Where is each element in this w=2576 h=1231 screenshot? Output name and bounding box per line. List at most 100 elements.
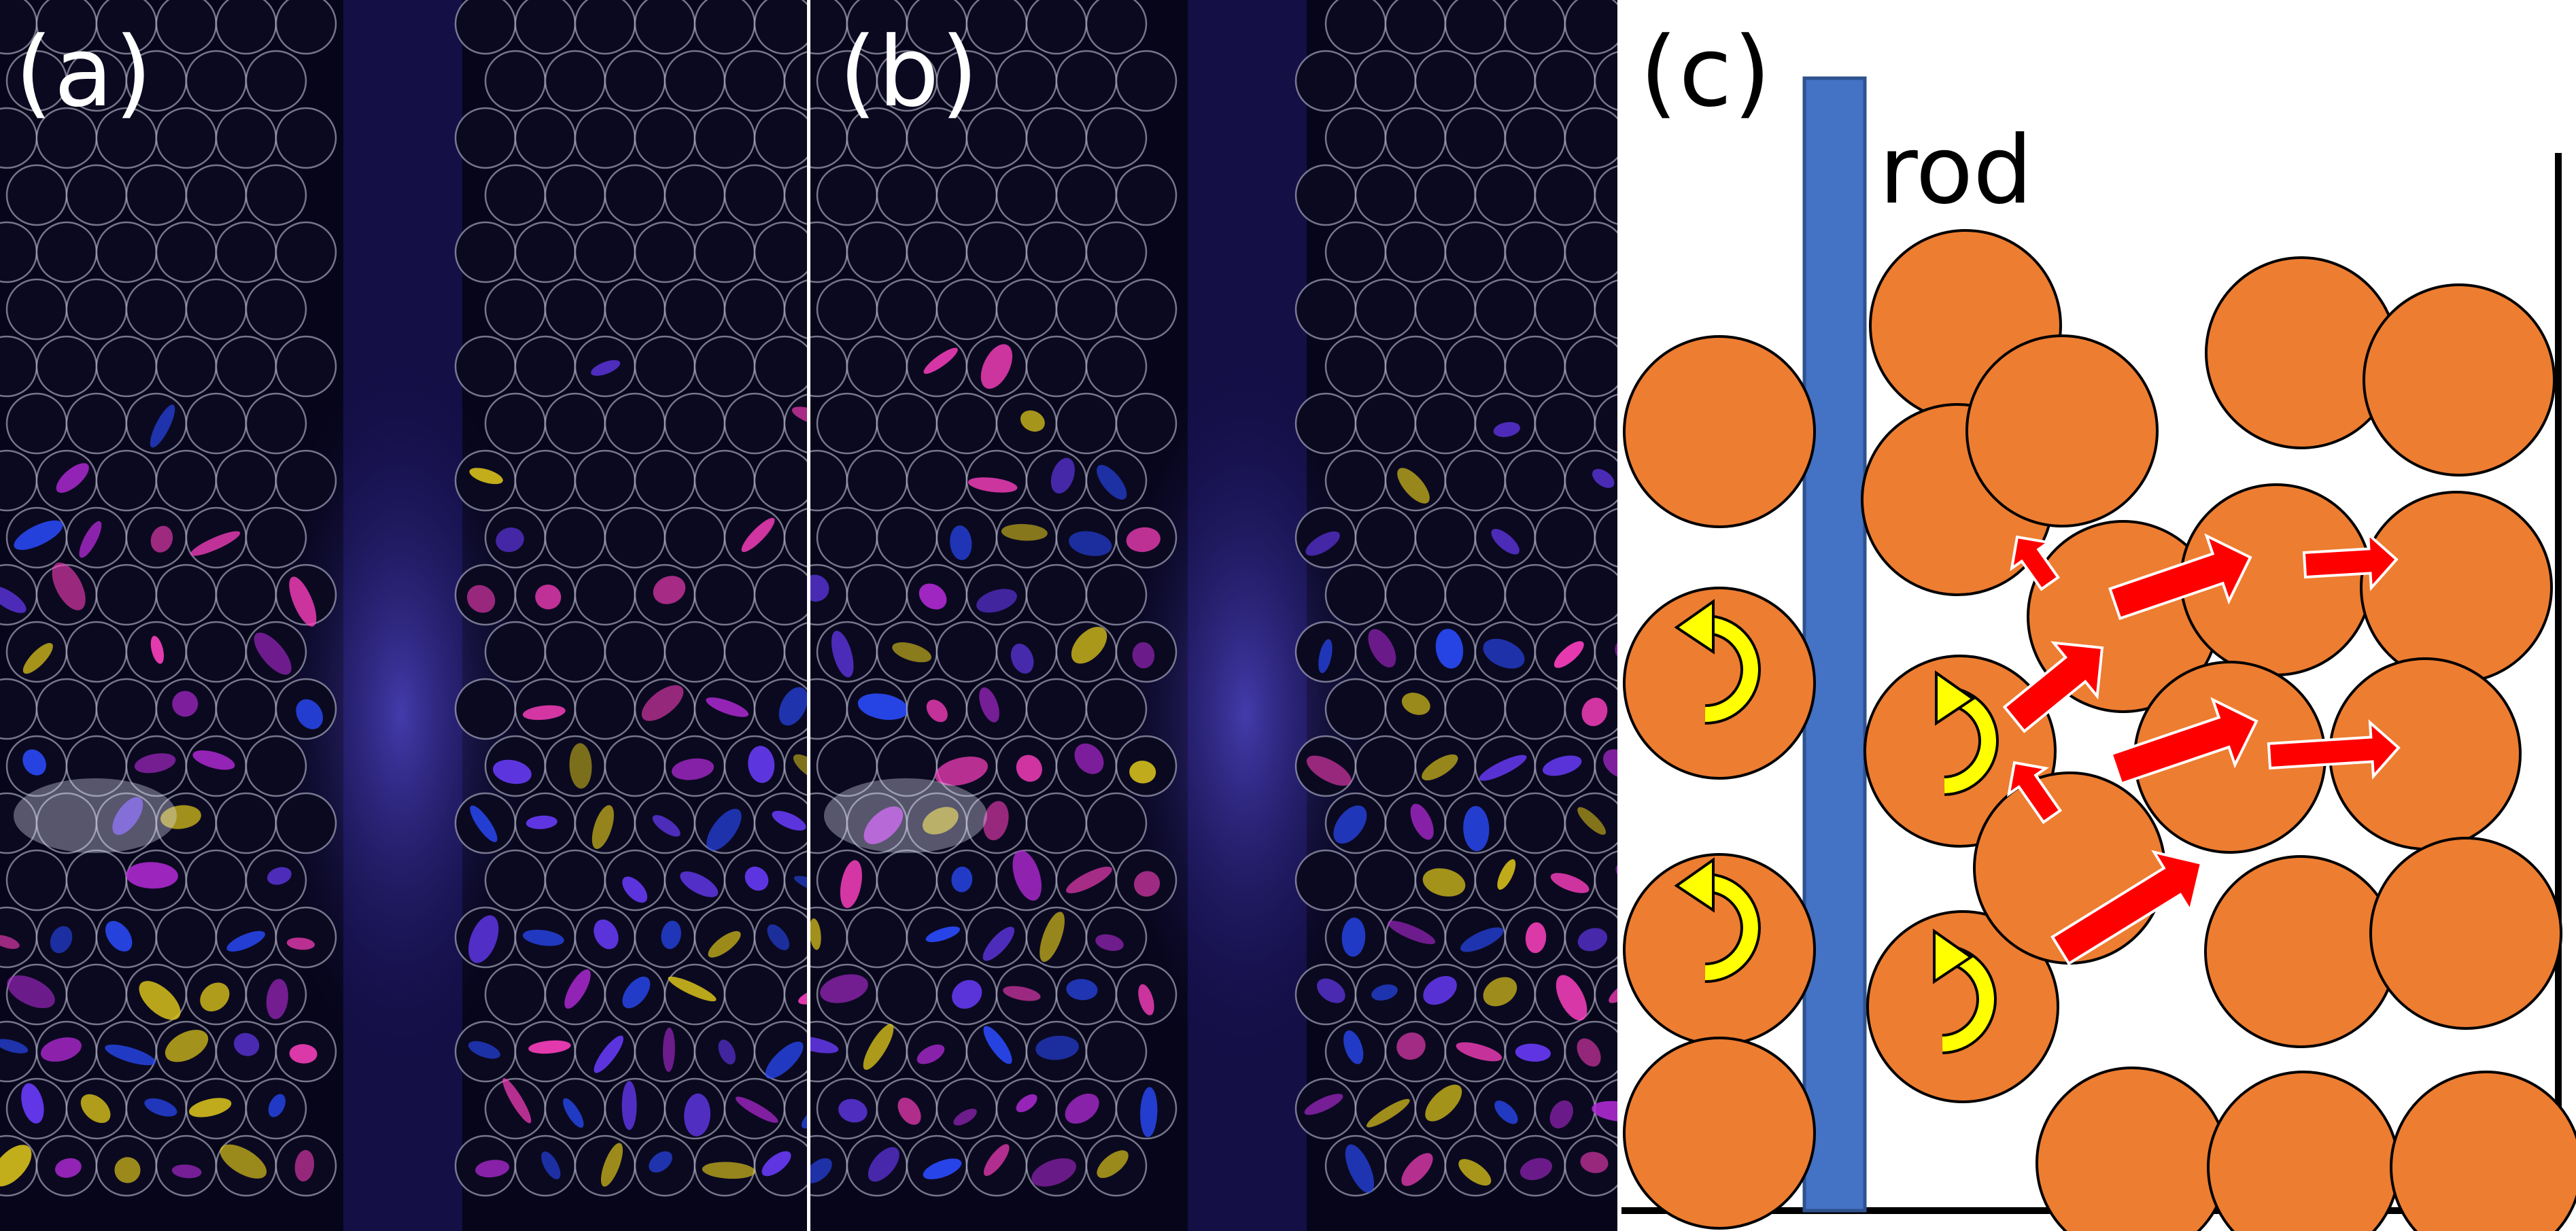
stress-fringe [1435, 629, 1464, 669]
grain [185, 849, 247, 912]
particle [1623, 1037, 1816, 1230]
grain [664, 392, 726, 455]
stress-fringe [1494, 1100, 1518, 1124]
stress-fringe [767, 924, 790, 950]
stress-fringe [139, 981, 181, 1020]
stress-fringe [741, 517, 775, 553]
stress-fringe [1035, 1035, 1079, 1060]
stress-fringe [468, 1041, 500, 1059]
grain [935, 621, 998, 683]
stress-fringe [1016, 755, 1042, 782]
grain [876, 506, 938, 569]
stress-fringe [144, 1098, 177, 1117]
rotation-arrowhead [1933, 929, 1974, 984]
grain [1384, 221, 1447, 283]
stress-fringe [923, 347, 958, 374]
stress-fringe [105, 1044, 156, 1066]
grain [1384, 335, 1447, 398]
stress-fringe [591, 805, 614, 850]
grain [1085, 792, 1148, 854]
stress-fringe [744, 866, 769, 891]
force-arrow [2010, 535, 2061, 591]
stress-fringe [7, 975, 55, 1009]
grain [514, 0, 577, 55]
stress-fringe [840, 860, 862, 908]
stress-fringe [868, 1147, 899, 1182]
grain [215, 107, 277, 169]
grain [1504, 564, 1566, 626]
grain [275, 335, 337, 398]
stress-fringe [14, 520, 63, 551]
stress-fringe [1463, 805, 1490, 852]
grain [783, 508, 807, 568]
photoelastic-photo-b [810, 0, 1617, 1231]
grain [816, 164, 878, 226]
stress-fringe [748, 746, 775, 783]
grain [514, 449, 577, 512]
stress-fringe [1304, 1094, 1343, 1115]
grain [783, 965, 807, 1024]
particle [2390, 1071, 2576, 1231]
grain [846, 449, 908, 512]
grain [876, 849, 938, 912]
stress-fringe [1016, 1094, 1037, 1113]
stress-fringe [1479, 755, 1527, 781]
grain [484, 164, 547, 226]
stress-fringe [621, 1081, 637, 1130]
stress-fringe [1483, 977, 1517, 1007]
stress-fringe [1069, 531, 1112, 557]
grain [693, 335, 756, 398]
stress-fringe [1425, 1084, 1462, 1122]
grain [35, 678, 98, 740]
grain [1384, 0, 1447, 55]
grain [1384, 107, 1447, 169]
stress-fringe [1066, 867, 1112, 894]
rotation-arrowhead [1674, 599, 1715, 655]
grain [5, 164, 68, 226]
grain [1085, 335, 1148, 398]
grain [185, 278, 247, 341]
grain [1594, 165, 1617, 225]
stress-fringe [967, 477, 1018, 493]
grain [753, 221, 807, 283]
stress-fringe [1592, 468, 1615, 488]
grain [634, 107, 696, 169]
rotation-arrow [1704, 617, 1758, 723]
stress-fringe [831, 630, 854, 678]
stress-fringe [22, 642, 53, 674]
grain [245, 164, 307, 226]
stress-fringe [188, 1098, 232, 1117]
stress-fringe [522, 705, 566, 721]
grain [693, 107, 756, 169]
grain [215, 449, 277, 512]
stress-fringe [190, 531, 241, 556]
grain [1444, 107, 1507, 169]
grain [275, 906, 337, 969]
grain [65, 392, 128, 455]
grain [1055, 164, 1118, 226]
panel-a-photo: (a) [0, 0, 807, 1231]
stress-fringe [594, 919, 619, 950]
grain [1564, 221, 1617, 283]
panel-label-b: (b) [839, 16, 980, 128]
grain [995, 278, 1058, 341]
grain [1115, 50, 1178, 112]
stress-fringe [171, 1164, 202, 1179]
grain [245, 392, 307, 455]
stress-fringe [150, 525, 173, 553]
particle [2363, 283, 2556, 476]
grain [5, 392, 68, 455]
grain [753, 449, 807, 512]
grains [810, 0, 1617, 1197]
grain [155, 335, 218, 398]
stress-fringe [1456, 1042, 1502, 1062]
stress-fringe [1140, 1087, 1158, 1137]
grain [1534, 164, 1596, 226]
stress-fringe [892, 642, 932, 663]
grain [995, 50, 1058, 112]
stress-fringe [761, 1151, 791, 1177]
grain [574, 107, 636, 169]
grain [1055, 392, 1118, 455]
stress-fringe [1366, 1098, 1410, 1128]
grain [995, 164, 1058, 226]
